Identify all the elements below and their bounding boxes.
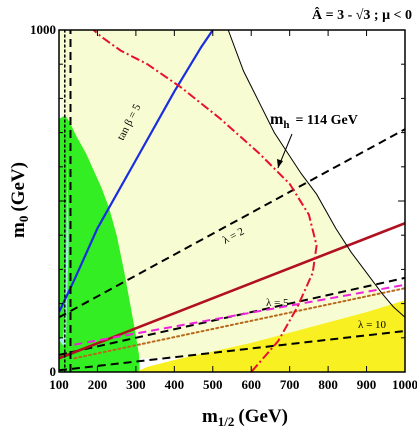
- series-line-4: [59, 330, 405, 372]
- series-line-11: [227, 30, 405, 318]
- x-tick-label: 200: [88, 377, 108, 392]
- mh-arrow-head: [277, 159, 283, 168]
- regions-layer: [59, 30, 405, 372]
- x-axis-label: m1/2 (GeV): [202, 406, 288, 429]
- x-tick-label: 400: [165, 377, 185, 392]
- y-tick-label: 1000: [30, 22, 56, 37]
- x-tick-label: 800: [318, 377, 338, 392]
- x-tick-label: 900: [357, 377, 377, 392]
- x-tick-label: 1000: [392, 377, 417, 392]
- x-tick-label: 500: [203, 377, 223, 392]
- series-line-7: [73, 287, 405, 360]
- region-excluded-green: [59, 115, 140, 372]
- series-line-8: [92, 30, 318, 372]
- x-tick-label: 600: [241, 377, 261, 392]
- series-line-6: [74, 283, 405, 346]
- y-tick-label: 0: [50, 364, 57, 379]
- x-tick-label: 100: [49, 377, 69, 392]
- lambda-10-label: λ = 10: [358, 319, 387, 331]
- mh-label: mh = 114 GeV: [270, 111, 358, 131]
- ticks-layer: 100 200 300 400 500 600 700 800 900 1000 0 1000: [30, 22, 417, 392]
- region-cosmologically-allowed: [59, 30, 405, 359]
- chart-title: Â = 3 - √3 ; μ < 0: [312, 6, 412, 23]
- lambda-5-label: λ = 5: [266, 297, 289, 309]
- x-tick-label: 700: [280, 377, 300, 392]
- y-axis-label: m0(GeV): [8, 162, 31, 238]
- series-line-2: [59, 128, 405, 319]
- x-tick-label: 300: [126, 377, 146, 392]
- series-line-1: [59, 30, 214, 313]
- series-line-3: [59, 276, 405, 356]
